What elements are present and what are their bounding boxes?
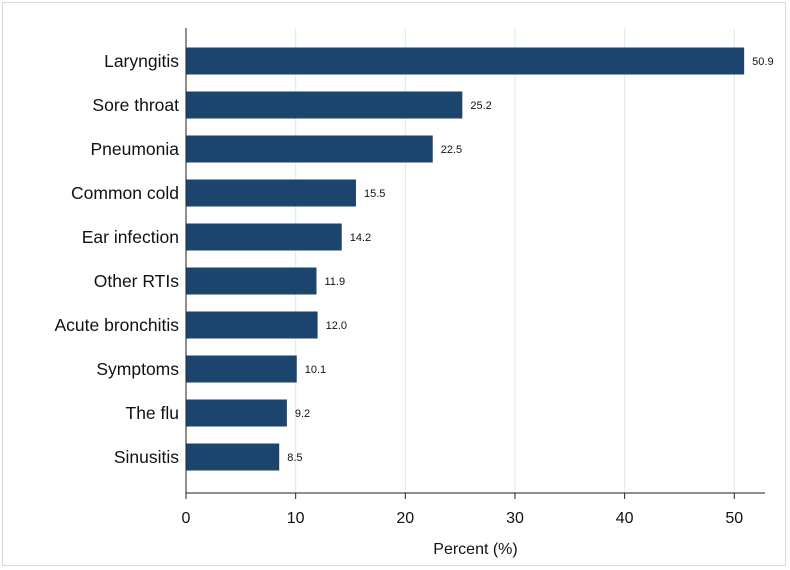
bar <box>186 399 287 427</box>
value-label: 50.9 <box>752 56 773 68</box>
category-label: Sore throat <box>92 95 179 115</box>
bar <box>186 179 356 207</box>
value-label: 9.2 <box>295 408 310 420</box>
x-tick-label: 10 <box>287 510 305 527</box>
bar <box>186 267 317 295</box>
value-label: 12.0 <box>326 320 347 332</box>
value-label: 14.2 <box>350 232 371 244</box>
category-label: Acute bronchitis <box>54 315 179 335</box>
bar <box>186 47 745 75</box>
category-label: Laryngitis <box>104 51 179 71</box>
category-label: Symptoms <box>96 359 179 379</box>
bar <box>186 135 433 163</box>
x-axis-title: Percent (%) <box>433 541 517 558</box>
bar <box>186 91 463 119</box>
value-label: 10.1 <box>305 364 326 376</box>
value-label: 8.5 <box>287 452 302 464</box>
value-label: 25.2 <box>470 100 491 112</box>
x-tick-label: 40 <box>616 510 634 527</box>
category-label: Common cold <box>71 183 179 203</box>
category-label: The flu <box>126 403 180 423</box>
category-label: Ear infection <box>82 227 179 247</box>
x-axis <box>185 28 765 494</box>
category-label: Sinusitis <box>114 447 179 467</box>
bar <box>186 443 280 471</box>
x-tick-label: 50 <box>725 510 743 527</box>
x-ticks: 0 10 20 30 40 50 <box>182 493 743 527</box>
bar <box>186 311 318 339</box>
value-label: 11.9 <box>324 276 345 288</box>
value-label: 22.5 <box>441 144 462 156</box>
value-label: 15.5 <box>364 188 385 200</box>
value-labels: 50.9 25.2 22.5 15.5 14.2 11.9 12.0 10.1 9.2 8.5 <box>287 56 773 464</box>
category-labels: Laryngitis Sore throat Pneumonia Common col… <box>54 51 179 467</box>
x-tick-label: 0 <box>182 510 191 527</box>
category-label: Other RTIs <box>94 271 180 291</box>
category-label: Pneumonia <box>90 139 179 159</box>
x-tick-label: 20 <box>396 510 414 527</box>
bar <box>186 355 297 383</box>
x-tick-label: 30 <box>506 510 524 527</box>
bar <box>186 223 342 251</box>
bars <box>186 47 745 471</box>
